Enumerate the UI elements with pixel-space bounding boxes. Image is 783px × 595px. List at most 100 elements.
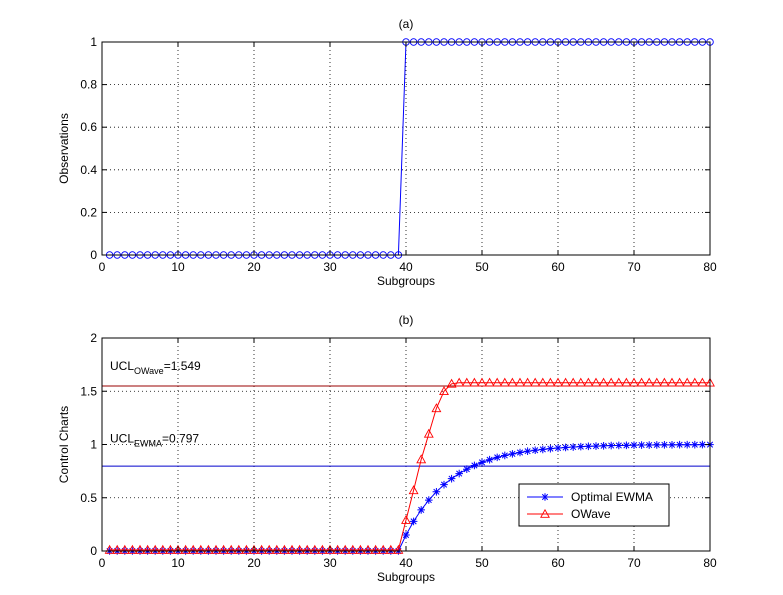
panel-b-x-tick-label: 60 bbox=[551, 556, 565, 570]
panel-b-data-point bbox=[660, 441, 669, 449]
panel-b-data-point bbox=[119, 544, 130, 554]
panel-b-data-point bbox=[569, 443, 577, 451]
panel-b-y-tick-label: 1 bbox=[90, 438, 97, 452]
legend-entry-label: OWave bbox=[571, 507, 611, 521]
panel-b-data-point bbox=[637, 441, 646, 449]
panel-b-data-point bbox=[613, 377, 624, 387]
panel-b-data-point bbox=[135, 544, 145, 554]
panel-a-y-tick-label: 0.2 bbox=[80, 205, 97, 219]
panel-b-data-point bbox=[423, 428, 434, 438]
panel-b-data-point bbox=[440, 480, 448, 489]
panel-b-data-point bbox=[651, 377, 662, 387]
panel-b-data-point bbox=[469, 377, 480, 387]
panel-b-data-point bbox=[271, 544, 282, 554]
panel-b-data-point bbox=[378, 544, 389, 554]
panel-a-title: (a) bbox=[399, 17, 414, 31]
panel-b-data-point bbox=[211, 544, 221, 554]
panel-b-data-point bbox=[241, 544, 252, 554]
panel-b-data-point bbox=[644, 377, 655, 387]
panel-b-title: (b) bbox=[399, 313, 414, 327]
panel-b-data-point bbox=[689, 377, 700, 387]
panel-b-data-point bbox=[425, 496, 433, 504]
panel-b-data-point bbox=[598, 377, 609, 387]
panel-b-data-point bbox=[203, 544, 214, 554]
panel-b-data-point bbox=[584, 442, 593, 451]
legend-swatch-marker bbox=[541, 493, 549, 501]
panel-b-data-point bbox=[485, 455, 494, 464]
panel-a-x-tick-label: 0 bbox=[99, 260, 106, 274]
panel-b-data-point bbox=[484, 377, 495, 387]
panel-a-x-axis-label: Subgroups bbox=[377, 274, 435, 288]
panel-a-y-tick-label: 1 bbox=[90, 35, 97, 49]
panel-b-data-point bbox=[621, 377, 632, 387]
panel-b-data-point bbox=[615, 441, 623, 450]
panel-b-data-point bbox=[591, 377, 601, 387]
panel-b-data-point bbox=[537, 377, 548, 387]
panel-b-data-point bbox=[401, 514, 411, 524]
panel-a-x-tick-label: 20 bbox=[247, 260, 261, 274]
panel-b-data-point bbox=[553, 377, 563, 387]
panel-b-y-tick-label: 2 bbox=[90, 331, 97, 345]
panel-b-data-point bbox=[279, 544, 290, 554]
panel-b-data-point bbox=[461, 377, 472, 387]
panel-b-data-point bbox=[599, 441, 608, 450]
panel-b-data-point bbox=[385, 544, 396, 554]
panel-b-data-point bbox=[142, 544, 153, 554]
panel-b-data-point bbox=[218, 544, 229, 554]
panel-b-data-point bbox=[150, 544, 161, 554]
panel-b-data-point bbox=[523, 447, 532, 456]
panel-b-data-point bbox=[309, 544, 320, 554]
panel-b-data-point bbox=[493, 453, 501, 462]
ucl-owave-annotation: UCLOWave=1.549 bbox=[110, 359, 201, 376]
ucl-ewma-annotation: UCLEWMA=0.797 bbox=[110, 432, 199, 449]
panel-b-data-point bbox=[355, 544, 366, 554]
panel-b-data-point bbox=[554, 444, 562, 452]
panel-b-data-point bbox=[439, 386, 449, 396]
panel-b-data-point bbox=[477, 377, 487, 387]
panel-b-data-point bbox=[522, 377, 533, 387]
panel-b-data-point bbox=[226, 544, 237, 554]
panel-b-data-point bbox=[636, 377, 647, 387]
panel-a-x-tick-label: 40 bbox=[399, 260, 413, 274]
legend: Optimal EWMA OWave bbox=[518, 483, 670, 527]
panel-b-data-point bbox=[575, 377, 586, 387]
legend-entries: Optimal EWMA OWave bbox=[527, 490, 653, 521]
panel-b-data-point bbox=[165, 544, 176, 554]
panel-b-data-point bbox=[416, 454, 427, 464]
legend-entry-label: Optimal EWMA bbox=[571, 490, 653, 504]
panel-b-x-axis-label: Subgroups bbox=[377, 570, 435, 584]
panel-b-data-point bbox=[188, 544, 199, 554]
panel-a-x-tick-label: 70 bbox=[627, 260, 641, 274]
panel-b-y-tick-label: 0.5 bbox=[80, 491, 97, 505]
legend-swatch-marker bbox=[540, 508, 550, 518]
ucl-ewma-value: =0.797 bbox=[162, 432, 199, 446]
panel-b-data-point bbox=[675, 440, 684, 449]
panel-b-control-chart: 0 10 20 30 40 50 60 70 80 0 0.5 1 1.5 2 (b) Subgroups Co… bbox=[57, 313, 717, 584]
panel-b-data-point bbox=[674, 377, 685, 387]
panel-b-data-point bbox=[659, 377, 670, 387]
panel-b-y-tick-label: 1.5 bbox=[80, 384, 97, 398]
panel-b-data-point bbox=[287, 544, 297, 554]
panel-b-data-point bbox=[180, 544, 191, 554]
panel-b-data-point bbox=[606, 377, 617, 387]
panel-b-data-point bbox=[402, 531, 410, 539]
panel-b-data-point bbox=[645, 441, 653, 449]
panel-b-data-point bbox=[546, 444, 555, 453]
panel-b-data-point bbox=[431, 403, 442, 413]
panel-b-data-point bbox=[607, 441, 615, 450]
panel-b-data-point bbox=[492, 377, 503, 387]
panel-a-x-tick-label: 60 bbox=[551, 260, 565, 274]
panel-a-x-tick-label: 10 bbox=[171, 260, 185, 274]
ucl-owave-subscript: OWave bbox=[134, 366, 164, 376]
panel-a-x-tick-label: 80 bbox=[703, 260, 717, 274]
panel-b-data-point bbox=[667, 377, 677, 387]
panel-b-data-point bbox=[294, 544, 305, 554]
panel-b-data-point bbox=[417, 506, 425, 514]
panel-b-data-point bbox=[454, 377, 465, 387]
panel-b-x-tick-label: 20 bbox=[247, 556, 261, 570]
panel-b-data-point bbox=[233, 544, 244, 554]
panel-b-data-point bbox=[682, 377, 693, 387]
ucl-ewma-main: UCL bbox=[110, 432, 134, 446]
panel-b-data-point bbox=[104, 544, 115, 554]
ucl-owave-value: =1.549 bbox=[164, 359, 201, 373]
